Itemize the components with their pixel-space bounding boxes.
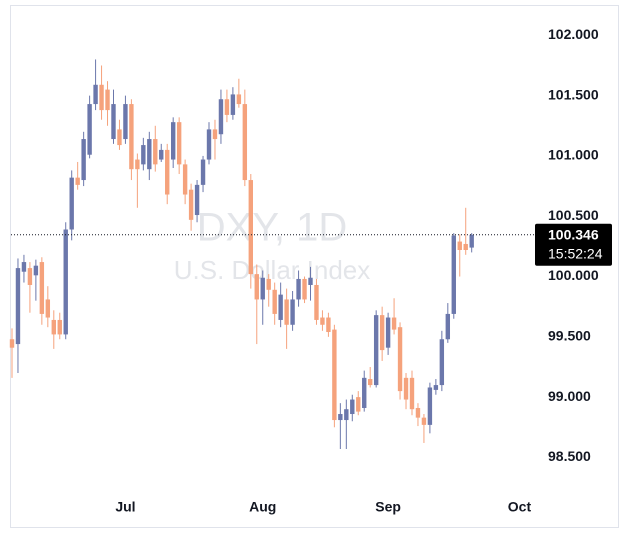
candle-body xyxy=(230,94,236,115)
candle-body xyxy=(87,104,92,155)
candle-body xyxy=(129,104,134,170)
candle-body xyxy=(135,159,140,170)
last-price-label: 100.346 xyxy=(548,227,599,243)
candle-body xyxy=(415,407,421,418)
y-tick-label: 98.500 xyxy=(548,448,591,464)
y-tick-label: 99.500 xyxy=(548,328,591,344)
candle-body xyxy=(123,104,128,140)
candle-body xyxy=(350,399,355,415)
candle-body xyxy=(254,274,259,300)
candle-body xyxy=(212,129,218,140)
y-tick-label: 100.000 xyxy=(548,267,599,283)
candle-body xyxy=(368,379,373,386)
candle-body xyxy=(51,319,56,335)
candle-body xyxy=(206,129,212,160)
candle-body xyxy=(45,299,51,318)
countdown-label: 15:52:24 xyxy=(548,246,603,262)
candle-body xyxy=(165,149,170,195)
candle-body xyxy=(200,159,206,185)
y-tick-label: 99.000 xyxy=(548,388,591,404)
candle-body xyxy=(284,299,289,325)
candle-body xyxy=(170,122,176,160)
candle-body xyxy=(260,277,265,300)
candle-body xyxy=(147,139,152,170)
candle-body xyxy=(236,94,242,105)
candle-body xyxy=(153,139,158,165)
candle-body xyxy=(117,129,122,146)
last-price-box xyxy=(535,223,612,266)
candle-body xyxy=(21,262,27,272)
candle-body xyxy=(385,317,391,348)
candle-body xyxy=(33,265,39,276)
candle-body xyxy=(427,387,433,425)
candle-body xyxy=(397,327,403,392)
candle-body xyxy=(421,417,427,425)
x-tick-label: Sep xyxy=(375,499,401,515)
candle-body xyxy=(69,177,74,230)
candle-body xyxy=(344,409,349,421)
candle-body xyxy=(99,84,104,111)
candle-body xyxy=(338,414,343,421)
chart-frame xyxy=(10,5,619,528)
candle-body xyxy=(75,177,80,185)
candle-body xyxy=(15,268,21,345)
candle-body xyxy=(433,385,439,390)
candle-body xyxy=(111,104,116,140)
candle-body xyxy=(159,149,164,160)
candle-body xyxy=(391,317,397,330)
candle-body xyxy=(93,84,98,105)
candle-body xyxy=(469,234,474,248)
candle-body xyxy=(9,339,15,348)
y-tick-label: 102.000 xyxy=(548,26,599,42)
candle-body xyxy=(141,145,146,165)
candle-body xyxy=(194,184,200,216)
candle-body xyxy=(266,278,271,290)
candle-body xyxy=(379,315,385,351)
x-tick-label: Aug xyxy=(249,499,276,515)
candle-body xyxy=(248,180,253,275)
candle-body xyxy=(176,122,182,165)
candle-body xyxy=(39,262,45,314)
candle-body xyxy=(409,377,415,410)
candle-body xyxy=(320,317,325,325)
watermark-subtitle: U.S. Dollar Index xyxy=(174,255,371,285)
candle-body xyxy=(457,241,462,250)
y-tick-label: 101.500 xyxy=(548,86,599,102)
candle-body xyxy=(373,315,379,386)
candle-body xyxy=(332,329,337,421)
candle-body xyxy=(362,377,367,408)
y-tick-label: 101.000 xyxy=(548,147,599,163)
x-tick-label: Oct xyxy=(508,499,532,515)
candle-body xyxy=(188,189,194,220)
candle-body xyxy=(272,289,277,314)
candle-body xyxy=(314,284,319,320)
watermark-title: DXY, 1D xyxy=(197,206,347,250)
candle-body xyxy=(105,89,110,111)
candle-body xyxy=(63,229,68,335)
candle-body xyxy=(224,99,230,115)
candle-body xyxy=(356,397,361,412)
candle-body xyxy=(451,235,456,314)
candle-body xyxy=(296,278,301,300)
candle-body xyxy=(290,299,295,325)
x-tick-label: Jul xyxy=(115,499,135,515)
candle-body xyxy=(57,319,62,335)
candle-body xyxy=(463,243,468,250)
candle-body xyxy=(445,313,451,340)
candle-body xyxy=(308,277,313,285)
candle-body xyxy=(326,317,331,333)
y-tick-label: 100.500 xyxy=(548,207,599,223)
candle-body xyxy=(439,339,445,386)
candle-body xyxy=(218,99,224,135)
candle-body xyxy=(182,164,188,195)
candle-body xyxy=(278,294,283,320)
candle-body xyxy=(27,268,33,285)
candle-body xyxy=(81,139,86,181)
candle-body xyxy=(403,377,409,400)
candle-body xyxy=(302,278,307,300)
candle-body xyxy=(242,104,248,181)
